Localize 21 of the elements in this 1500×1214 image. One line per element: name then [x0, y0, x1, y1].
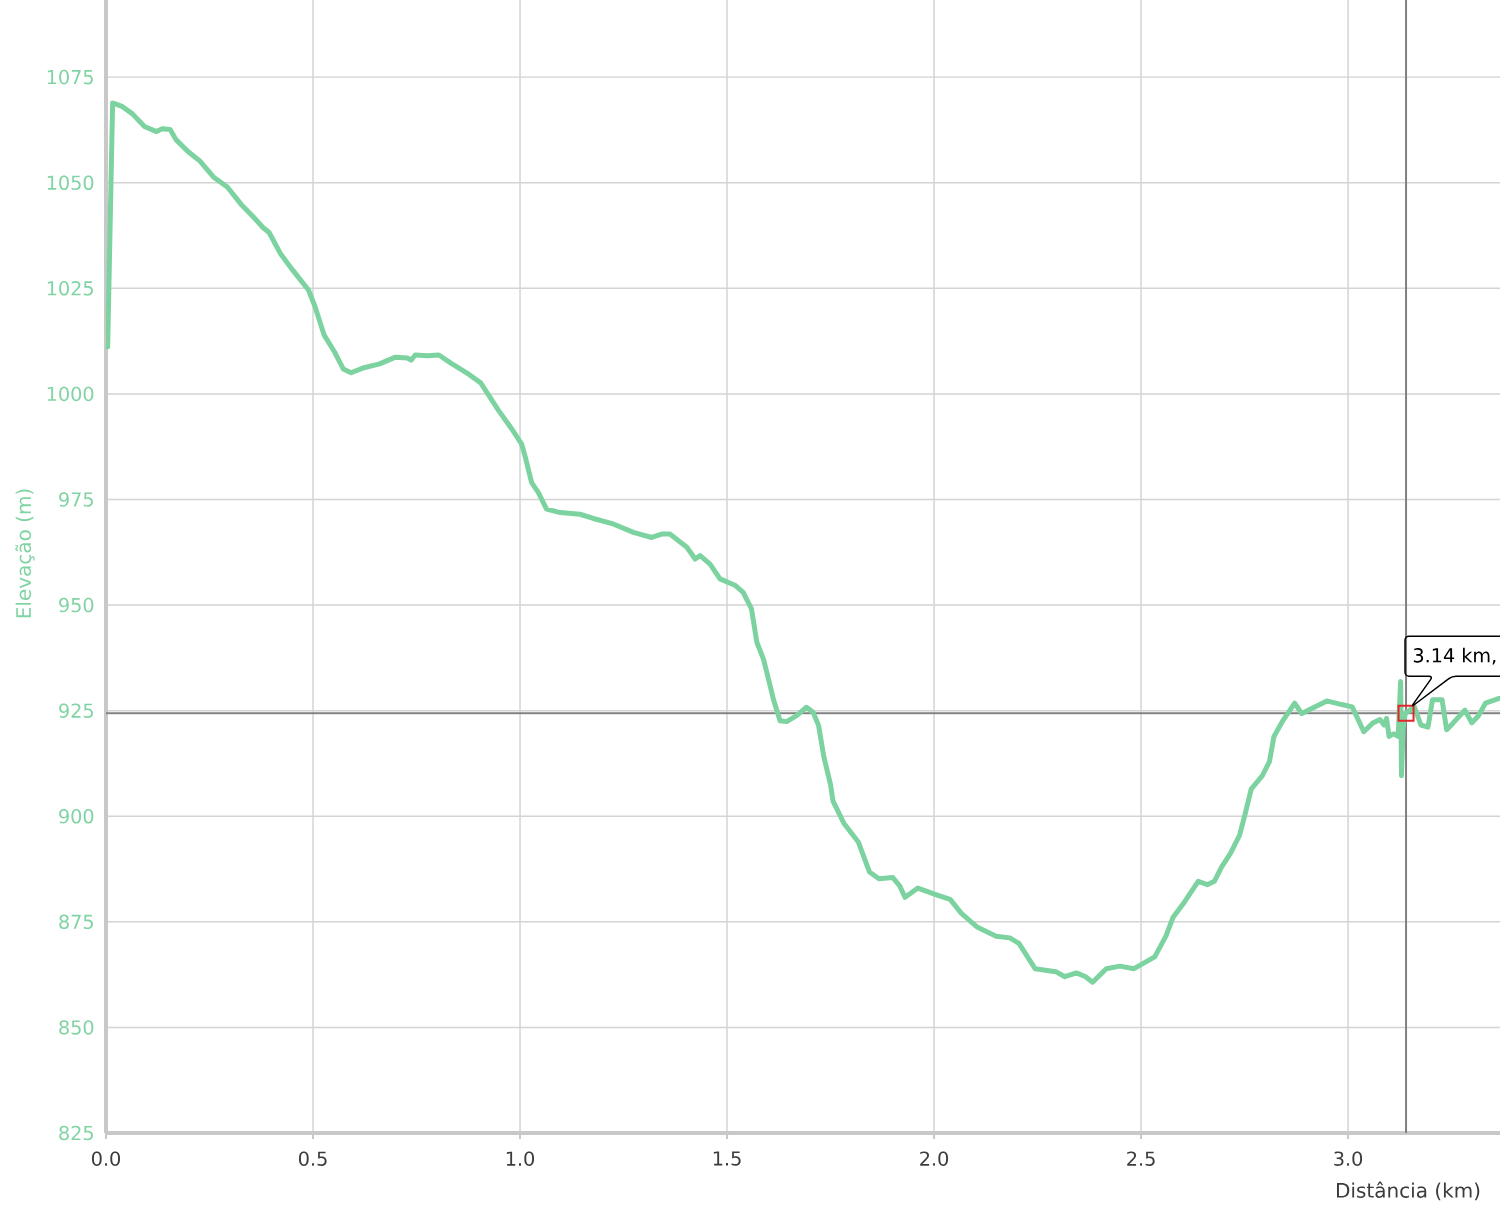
- y-tick-label: 875: [59, 914, 93, 930]
- x-tick-label: 0.0: [91, 1151, 120, 1166]
- annotation: 3.14 km,: [1413, 647, 1496, 665]
- y-tick-label: 850: [59, 1020, 94, 1035]
- x-tick-label: 3.0: [1334, 1151, 1363, 1166]
- y-tick-label: 950: [59, 597, 94, 613]
- y-axis-title: Elevação (m): [15, 489, 35, 618]
- x-tick-label: 0.5: [299, 1151, 327, 1166]
- x-tick-label: 2.5: [1127, 1151, 1155, 1166]
- y-tick-label: 825: [59, 1125, 93, 1141]
- y-tick-label: 925: [59, 703, 93, 718]
- x-axis-title: Distância (km): [1337, 1181, 1480, 1201]
- y-tick-label: 900: [59, 808, 94, 824]
- x-tick-label: 1.5: [713, 1151, 741, 1166]
- x-tick-label: 2.0: [920, 1151, 949, 1166]
- y-tick-label: 1075: [47, 69, 93, 85]
- y-tick-label: 975: [59, 492, 93, 507]
- x-tick-label: 1.0: [506, 1151, 535, 1166]
- y-tick-label: 1000: [47, 386, 94, 402]
- y-tick-label: 1050: [47, 175, 94, 190]
- y-tick-label: 1025: [47, 281, 93, 296]
